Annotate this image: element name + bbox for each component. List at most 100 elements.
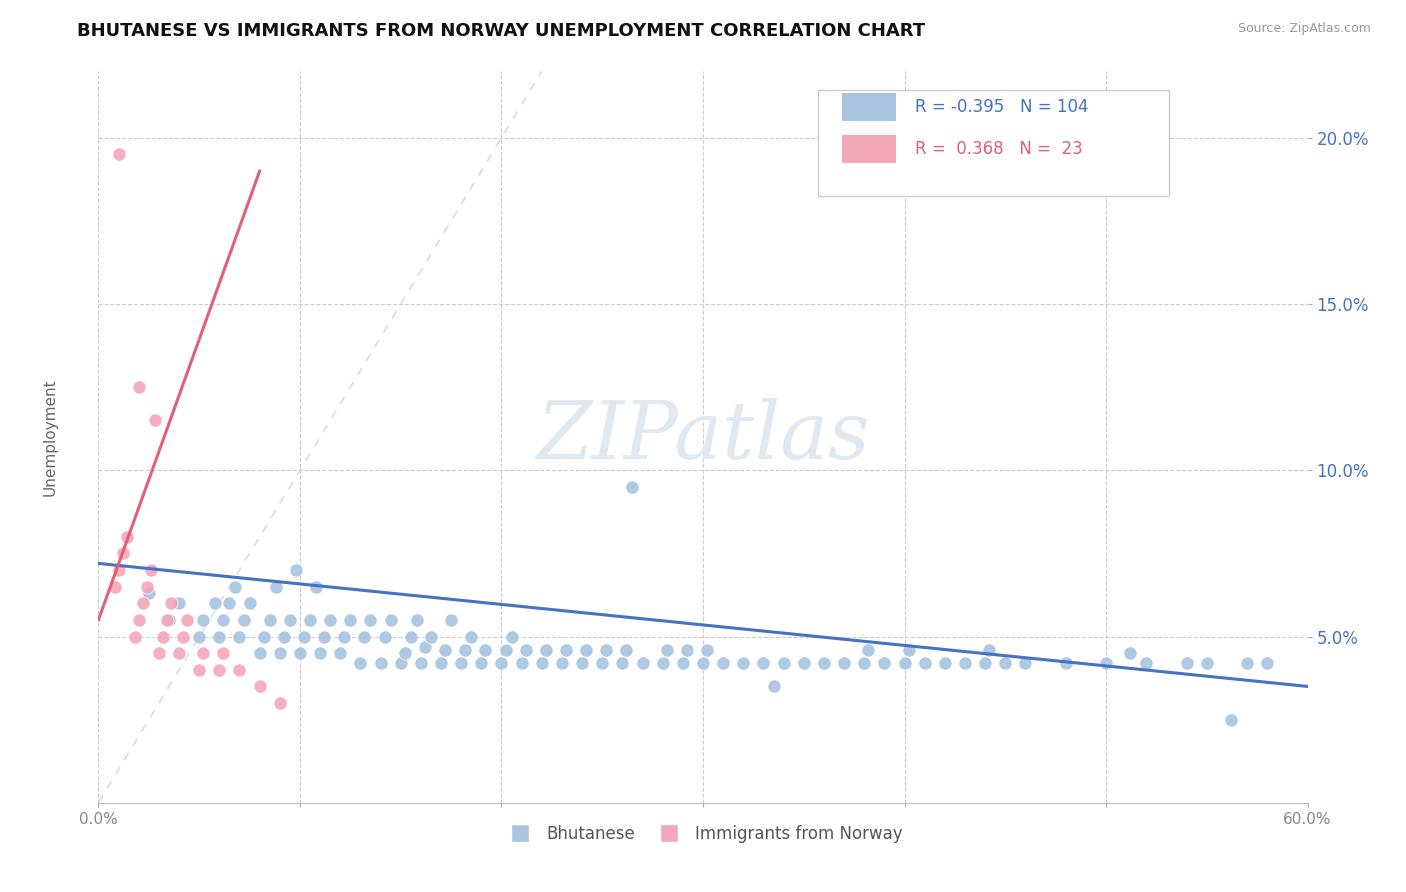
Point (212, 613, 235, 627)
Point (813, 656, 835, 670)
Point (491, 656, 513, 670)
Point (157, 613, 180, 627)
Point (501, 630, 523, 644)
Point (405, 613, 427, 627)
Point (595, 643, 617, 657)
Point (264, 580, 287, 594)
Point (733, 656, 755, 670)
Point (319, 613, 342, 627)
Point (858, 643, 880, 657)
Point (474, 643, 496, 657)
Point (672, 656, 695, 670)
Point (454, 643, 477, 657)
Point (288, 646, 311, 660)
Point (1095, 656, 1118, 670)
Point (107, 563, 129, 577)
Point (394, 646, 416, 660)
Point (413, 640, 436, 654)
Point (994, 656, 1017, 670)
Text: BHUTANESE VS IMMIGRANTS FROM NORWAY UNEMPLOYMENT CORRELATION CHART: BHUTANESE VS IMMIGRANTS FROM NORWAY UNEM… (77, 22, 925, 40)
Point (329, 646, 352, 660)
Point (1195, 656, 1218, 670)
Point (676, 643, 699, 657)
Point (979, 643, 1001, 657)
Point (934, 656, 956, 670)
Point (832, 656, 855, 670)
Point (434, 643, 457, 657)
Point (1014, 656, 1036, 670)
Point (139, 563, 162, 577)
Point (409, 656, 432, 670)
Point (132, 596, 155, 610)
Point (470, 656, 492, 670)
FancyBboxPatch shape (818, 90, 1168, 195)
Point (224, 580, 246, 594)
Point (1054, 656, 1077, 670)
Point (309, 646, 332, 660)
Point (515, 643, 537, 657)
Point (420, 630, 443, 644)
Point (103, 580, 125, 594)
Point (143, 413, 166, 427)
Point (612, 656, 634, 670)
Point (218, 596, 240, 610)
Point (239, 596, 262, 610)
Text: R = -0.395   N = 104: R = -0.395 N = 104 (915, 98, 1088, 116)
Point (873, 656, 896, 670)
Point (128, 380, 150, 394)
Point (208, 663, 231, 677)
Point (893, 656, 915, 670)
Point (711, 656, 734, 670)
Point (212, 646, 235, 660)
Point (551, 656, 574, 670)
Point (353, 630, 375, 644)
Point (115, 530, 138, 544)
Point (273, 630, 295, 644)
Point (188, 663, 211, 677)
Point (152, 630, 174, 644)
Point (1236, 656, 1258, 670)
Point (156, 613, 179, 627)
Point (339, 613, 361, 627)
Point (374, 630, 396, 644)
Point (193, 646, 215, 660)
Point (430, 656, 453, 670)
Point (1220, 713, 1243, 727)
Point (1135, 656, 1157, 670)
Point (167, 646, 190, 660)
Legend: Bhutanese, Immigrants from Norway: Bhutanese, Immigrants from Norway (496, 818, 910, 849)
Point (1256, 656, 1278, 670)
Point (269, 646, 291, 660)
Point (631, 656, 654, 670)
Point (124, 630, 146, 644)
Text: Source: ZipAtlas.com: Source: ZipAtlas.com (1237, 22, 1371, 36)
Point (510, 656, 533, 670)
Point (772, 656, 794, 670)
Point (530, 656, 553, 670)
Point (107, 147, 129, 161)
Point (349, 656, 371, 670)
Point (555, 643, 578, 657)
Point (440, 613, 463, 627)
Point (616, 643, 638, 657)
Point (460, 630, 482, 644)
Point (621, 480, 644, 494)
Point (299, 613, 322, 627)
Text: Unemployment: Unemployment (42, 378, 58, 496)
Point (575, 643, 598, 657)
Point (305, 580, 328, 594)
Point (762, 680, 785, 694)
Point (138, 586, 160, 600)
Point (534, 643, 557, 657)
Point (204, 596, 226, 610)
Point (232, 613, 254, 627)
Point (135, 580, 157, 594)
Point (591, 656, 613, 670)
Point (793, 656, 815, 670)
Point (292, 630, 315, 644)
Point (111, 546, 134, 560)
Point (193, 613, 215, 627)
Point (172, 630, 194, 644)
Text: ZIPatlas: ZIPatlas (536, 399, 870, 475)
Point (571, 656, 593, 670)
